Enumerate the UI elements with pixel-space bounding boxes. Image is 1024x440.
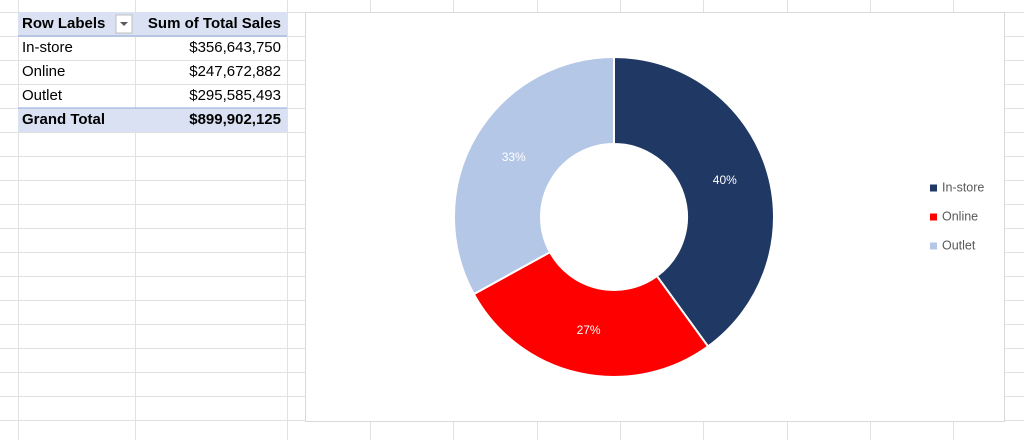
legend-label: Online (942, 209, 978, 223)
row-label: In-store (22, 39, 73, 56)
row-value: $247,672,882 (189, 63, 281, 80)
row-label: Online (22, 63, 65, 80)
legend-swatch (930, 242, 937, 250)
data-label: 27% (577, 323, 601, 337)
row-value: $295,585,493 (189, 87, 281, 104)
header-cell: Row Labels (22, 15, 105, 32)
header-fill (18, 12, 287, 36)
row-value: $356,643,750 (189, 39, 281, 56)
total-label: Grand Total (22, 111, 105, 128)
data-label: 40% (713, 173, 737, 187)
header-cell: Sum of Total Sales (148, 15, 281, 32)
row-label: Outlet (22, 87, 63, 104)
data-label: 33% (502, 150, 526, 164)
legend-swatch (930, 213, 937, 221)
donut-slice (453, 55, 615, 296)
filter-button[interactable] (115, 14, 133, 34)
donut-slice (613, 55, 775, 348)
legend-swatch (930, 184, 937, 192)
donut-slice (472, 250, 710, 378)
total-fill (18, 108, 287, 132)
legend-label: Outlet (942, 238, 976, 252)
total-value: $899,902,125 (189, 111, 281, 128)
legend-label: In-store (942, 180, 984, 194)
